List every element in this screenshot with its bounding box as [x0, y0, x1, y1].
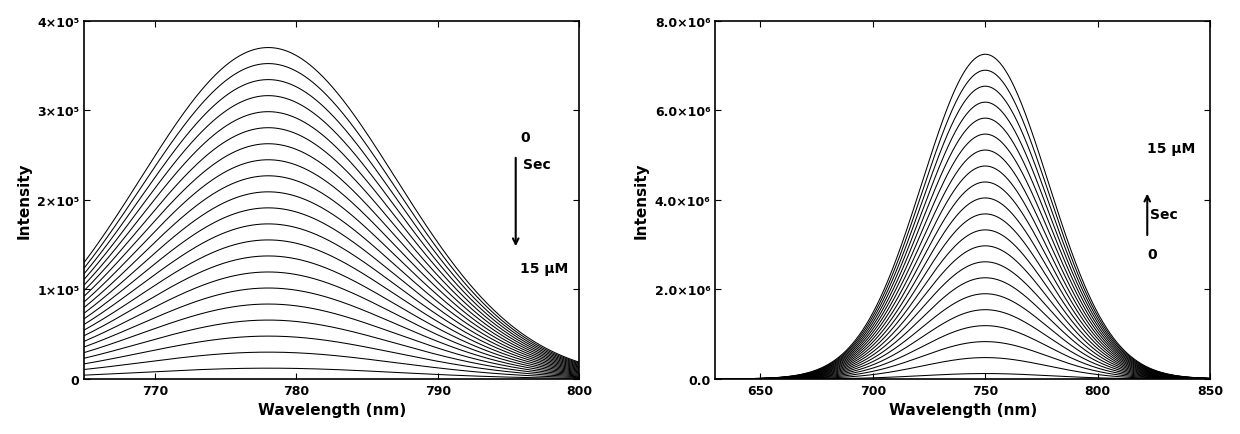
Text: 0: 0	[520, 131, 529, 145]
Text: 15 μM: 15 μM	[520, 261, 568, 275]
Text: Sec: Sec	[523, 158, 551, 171]
X-axis label: Wavelength (nm): Wavelength (nm)	[889, 402, 1037, 418]
X-axis label: Wavelength (nm): Wavelength (nm)	[258, 402, 405, 418]
Text: Sec: Sec	[1149, 207, 1177, 221]
Text: 0: 0	[1147, 247, 1157, 261]
Y-axis label: Intensity: Intensity	[16, 162, 32, 239]
Y-axis label: Intensity: Intensity	[634, 162, 649, 239]
Text: 15 μM: 15 μM	[1147, 141, 1195, 156]
